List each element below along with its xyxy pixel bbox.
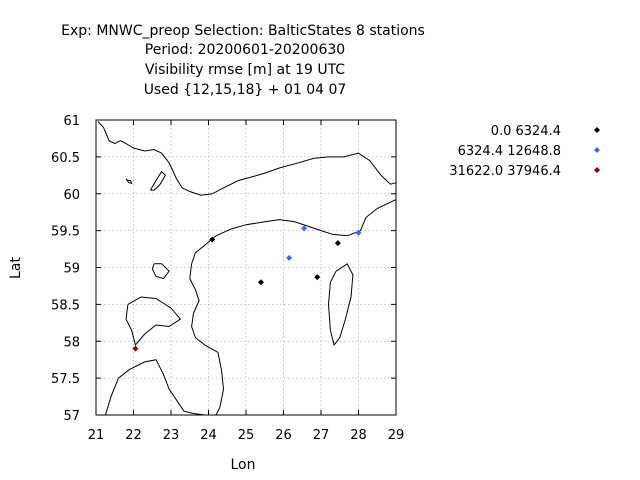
x-tick-label: 23 <box>163 428 180 443</box>
coastline <box>125 178 133 185</box>
legend-label: 6324.4 12648.8 <box>458 144 561 159</box>
legend-marker <box>594 147 600 153</box>
station-marker <box>334 240 341 247</box>
coastline <box>97 121 397 196</box>
coastline <box>104 359 213 416</box>
y-tick-label: 59.5 <box>51 225 80 240</box>
legend-label: 31622.0 37946.4 <box>449 164 561 179</box>
y-axis-label: Lat <box>8 257 24 279</box>
x-axis-ticks: 21 22 23 24 25 26 27 28 29 <box>88 120 405 443</box>
y-tick-label: 59 <box>63 262 80 277</box>
station-marker <box>301 225 308 232</box>
y-tick-label: 60 <box>63 188 80 203</box>
x-tick-label: 24 <box>200 428 217 443</box>
title-line-1: Exp: MNWC_preop Selection: BalticStates … <box>61 23 425 39</box>
coastline <box>189 199 397 416</box>
title-line-2: Period: 20200601-20200630 <box>145 42 345 58</box>
legend-marker <box>594 167 600 173</box>
y-tick-label: 58.5 <box>51 298 80 313</box>
station-marker <box>132 345 139 352</box>
legend-marker <box>594 127 600 133</box>
coastline <box>125 296 182 346</box>
x-tick-label: 25 <box>238 428 255 443</box>
grid <box>96 120 396 415</box>
station-marker <box>258 279 264 286</box>
station-points <box>132 225 362 352</box>
legend: 0.0 6324.4 6324.4 12648.8 31622.0 37946.4 <box>449 124 600 179</box>
y-tick-label: 61 <box>63 114 80 129</box>
station-marker <box>209 236 216 243</box>
y-tick-label: 57 <box>63 409 80 424</box>
chart-title: Exp: MNWC_preop Selection: BalticStates … <box>61 23 425 98</box>
y-tick-label: 60.5 <box>51 151 80 166</box>
x-tick-label: 28 <box>350 428 367 443</box>
x-axis-label: Lon <box>231 457 256 473</box>
coastline-map <box>97 121 397 416</box>
y-axis-ticks: 57 57.5 58 58.5 59 59.5 60 60.5 61 <box>51 114 396 424</box>
x-tick-label: 26 <box>275 428 292 443</box>
x-tick-label: 21 <box>88 428 105 443</box>
coastline <box>151 263 170 280</box>
coastline <box>149 170 167 191</box>
x-tick-label: 29 <box>388 428 405 443</box>
legend-label: 0.0 6324.4 <box>491 124 561 139</box>
coastline <box>327 263 354 347</box>
station-marker <box>286 254 293 261</box>
station-marker <box>355 229 362 236</box>
x-tick-label: 22 <box>125 428 142 443</box>
y-tick-label: 58 <box>63 335 80 350</box>
x-tick-label: 27 <box>313 428 330 443</box>
y-tick-label: 57.5 <box>51 372 80 387</box>
station-marker <box>314 274 321 281</box>
title-line-4: Used {12,15,18} + 01 04 07 <box>144 82 347 98</box>
title-line-3: Visibility rmse [m] at 19 UTC <box>145 62 345 78</box>
